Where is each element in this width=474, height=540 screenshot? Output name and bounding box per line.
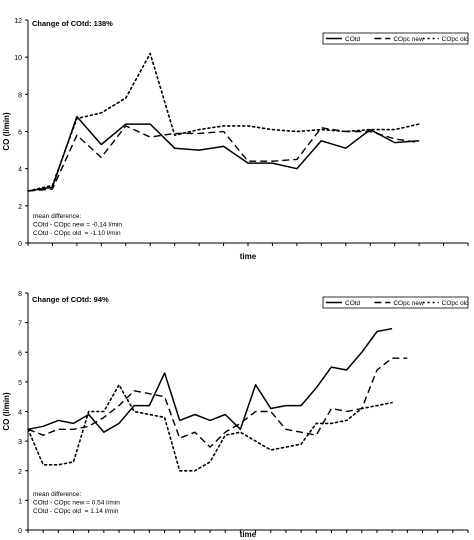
chart2-mean-difference-note: COtd - COpc new = 0.54 l/min (33, 500, 120, 507)
chart1-series-copc-new-line (27, 125, 420, 192)
chart2-y-tick-label: 1 (18, 498, 22, 505)
chart2-mean-difference-note: mean difference: (33, 491, 81, 498)
chart2-y-tick-label: 3 (18, 439, 22, 446)
chart2-legend-label: COtd (345, 300, 361, 307)
chart2-series-copc-old-line (27, 383, 393, 472)
chart1-y-tick-label: 6 (18, 130, 22, 137)
chart2-series-copc-new-line (27, 357, 408, 448)
chart1-legend-label: COpc old (442, 36, 469, 43)
chart1-y-tick-label: 2 (18, 204, 22, 211)
chart1-x-axis-label: time (240, 252, 257, 261)
chart1-y-tick-label: 12 (14, 18, 22, 25)
chart1-mean-difference-note: mean difference: (33, 213, 81, 220)
chart2-y-tick-label: 4 (18, 410, 22, 417)
chart2-y-tick-label: 0 (18, 528, 22, 535)
chart1-y-axis-label: CO (l/min) (2, 112, 11, 151)
chart1-legend-label: COpc new (393, 36, 424, 43)
chart2-y-tick-label: 6 (18, 350, 22, 357)
chart2-legend-box (322, 296, 469, 309)
chart1-y-tick-label: 0 (18, 241, 22, 248)
chart1-series-copc-old-line (27, 52, 420, 192)
chart1-mean-difference-note: COtd - COpc old = -1.10 l/min (33, 230, 121, 237)
chart1-legend-box (322, 32, 469, 45)
chart1-y-tick-label: 4 (18, 167, 22, 174)
chart1-legend-label: COtd (345, 36, 361, 43)
chart2-series-cotd-line (27, 327, 393, 433)
chart2-y-tick-label: 7 (18, 321, 22, 328)
chart2-y-tick-label: 8 (18, 291, 22, 298)
chart1-y-tick-label: 10 (14, 55, 22, 62)
chart1-change-annotation: Change of COtd: 138% (32, 19, 113, 28)
chart1-y-tick-label: 8 (18, 92, 22, 99)
chart2-y-axis-label: CO (l/min) (2, 392, 11, 431)
chart2-x-axis-label: time (240, 530, 257, 539)
chart1-series-cotd-line (27, 115, 420, 192)
chart2-y-tick-label: 5 (18, 380, 22, 387)
chart2-change-annotation: Change of COtd: 94% (32, 295, 109, 304)
chart2-y-tick-label: 2 (18, 469, 22, 476)
chart2-mean-difference-note: COtd - COpc old = 1.14 l/min (33, 508, 119, 515)
chart2-legend-label: COpc old (442, 300, 469, 307)
chart2-legend-label: COpc new (393, 300, 424, 307)
chart1-mean-difference-note: COtd - COpc new = -0.14 l/min (33, 222, 122, 229)
